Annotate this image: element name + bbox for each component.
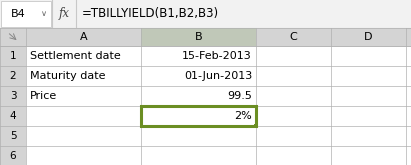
Text: 4: 4 xyxy=(10,111,16,121)
Text: Settlement date: Settlement date xyxy=(30,51,121,61)
Bar xyxy=(0,86,26,106)
Text: Price: Price xyxy=(30,91,57,101)
Bar xyxy=(0,106,26,126)
Text: 6: 6 xyxy=(10,151,16,161)
Bar xyxy=(141,106,256,126)
Text: 01-Jun-2013: 01-Jun-2013 xyxy=(184,71,252,81)
Bar xyxy=(26,126,141,146)
Text: 3: 3 xyxy=(10,91,16,101)
Text: 15-Feb-2013: 15-Feb-2013 xyxy=(182,51,252,61)
Bar xyxy=(331,146,406,165)
Bar xyxy=(26,106,141,126)
Bar xyxy=(26,146,141,165)
Bar xyxy=(331,46,406,66)
Bar xyxy=(141,106,256,126)
Text: 2: 2 xyxy=(10,71,16,81)
Text: fx: fx xyxy=(58,7,69,20)
Text: A: A xyxy=(80,32,87,42)
Text: Maturity date: Maturity date xyxy=(30,71,106,81)
Bar xyxy=(141,86,256,106)
Bar xyxy=(331,66,406,86)
Bar xyxy=(256,86,331,106)
Bar xyxy=(256,46,331,66)
Bar xyxy=(141,146,256,165)
Bar xyxy=(0,126,26,146)
Bar xyxy=(254,124,258,128)
Text: 1: 1 xyxy=(10,51,16,61)
Bar xyxy=(0,66,26,86)
Bar xyxy=(0,146,26,165)
Bar xyxy=(141,126,256,146)
Text: B: B xyxy=(195,32,202,42)
Bar xyxy=(26,66,141,86)
Bar xyxy=(0,28,26,46)
Bar xyxy=(331,28,406,46)
Bar xyxy=(256,28,331,46)
Bar xyxy=(26,86,141,106)
Bar xyxy=(1,1,51,27)
Text: ∨: ∨ xyxy=(41,10,47,18)
Text: D: D xyxy=(364,32,373,42)
Bar xyxy=(256,66,331,86)
Bar xyxy=(0,0,411,28)
Text: 2%: 2% xyxy=(234,111,252,121)
Bar xyxy=(331,126,406,146)
Bar xyxy=(256,106,331,126)
Bar xyxy=(141,28,256,46)
Bar xyxy=(256,146,331,165)
Bar xyxy=(141,46,256,66)
Text: 99.5: 99.5 xyxy=(227,91,252,101)
Text: B4: B4 xyxy=(11,9,25,19)
Text: 5: 5 xyxy=(10,131,16,141)
Bar xyxy=(256,126,331,146)
Text: =TBILLYIELD(B1,B2,B3): =TBILLYIELD(B1,B2,B3) xyxy=(82,7,219,20)
Bar xyxy=(26,46,141,66)
Bar xyxy=(141,66,256,86)
Bar xyxy=(331,106,406,126)
Bar xyxy=(26,28,141,46)
Text: C: C xyxy=(290,32,298,42)
Bar xyxy=(0,28,411,46)
Bar xyxy=(0,46,26,66)
Bar xyxy=(331,86,406,106)
